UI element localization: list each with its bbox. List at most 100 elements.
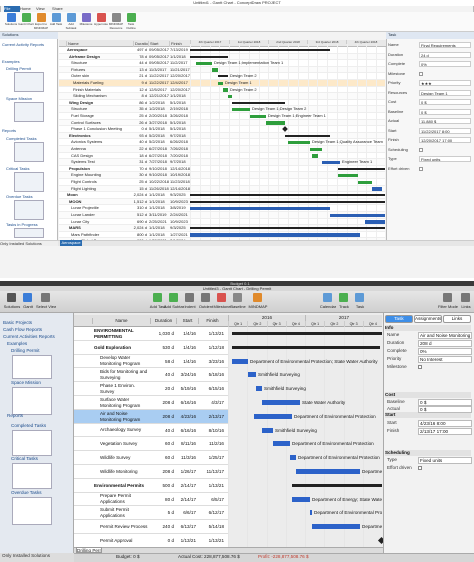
- table-row[interactable]: [74, 382, 228, 396]
- tool-icon[interactable]: [355, 293, 364, 302]
- tree-item[interactable]: Cash Flow Reports: [3, 327, 43, 332]
- tool-icon[interactable]: [153, 293, 162, 302]
- gantt-bar[interactable]: [232, 358, 248, 364]
- table-row[interactable]: [59, 86, 385, 94]
- tree-item[interactable]: Basic Projects: [3, 320, 33, 325]
- tool-icon[interactable]: [67, 13, 76, 22]
- table-row[interactable]: [59, 119, 385, 127]
- tree-item[interactable]: Space Mission: [11, 380, 41, 385]
- table-row[interactable]: [59, 139, 385, 146]
- gantt-bar[interactable]: [223, 88, 228, 92]
- field-value[interactable]: ★★★: [419, 80, 471, 86]
- gantt-bar[interactable]: [196, 61, 212, 66]
- tool-icon[interactable]: [323, 293, 332, 302]
- tree-item[interactable]: Reports: [2, 128, 17, 133]
- tree-item[interactable]: Drilling Permit: [6, 66, 31, 71]
- tool-icon[interactable]: [461, 293, 470, 302]
- gantt-bar[interactable]: [190, 227, 385, 230]
- gantt-bar[interactable]: [218, 81, 223, 85]
- table-row[interactable]: [74, 368, 228, 383]
- table-row[interactable]: [59, 172, 385, 179]
- checkbox[interactable]: [419, 166, 423, 171]
- field-value[interactable]: 0%: [419, 61, 471, 67]
- gantt-bar[interactable]: [338, 173, 358, 178]
- gantt-bar[interactable]: [232, 107, 250, 112]
- tool-icon[interactable]: [217, 293, 226, 302]
- tree-item[interactable]: Critical Tasks: [6, 166, 30, 171]
- gantt-bar[interactable]: [256, 386, 262, 392]
- panel-tab[interactable]: Links: [443, 315, 471, 323]
- panel-tab[interactable]: Task: [385, 315, 413, 323]
- tree-item[interactable]: Tasks in Progress: [6, 222, 38, 227]
- tree-item[interactable]: Space Mission: [6, 96, 33, 101]
- gantt-bar[interactable]: [250, 114, 266, 118]
- gantt-bar[interactable]: [312, 524, 360, 530]
- gantt-bar[interactable]: [190, 55, 228, 58]
- tool-icon[interactable]: [22, 13, 31, 22]
- field-value[interactable]: 0 $: [418, 406, 472, 413]
- checkbox[interactable]: [418, 466, 422, 470]
- field-value[interactable]: 24 d: [419, 51, 471, 58]
- table-row[interactable]: [59, 66, 385, 74]
- tool-icon[interactable]: [169, 293, 178, 302]
- tree-item[interactable]: Critical Tasks: [11, 456, 38, 461]
- field-value[interactable]: Design Team 1: [419, 89, 471, 96]
- tool-icon[interactable]: [37, 13, 46, 22]
- table-row[interactable]: [59, 212, 385, 219]
- table-row[interactable]: [74, 506, 228, 521]
- table-row[interactable]: [59, 99, 385, 107]
- gantt-bar[interactable]: [273, 441, 290, 447]
- gantt-bar[interactable]: [312, 154, 318, 158]
- gantt-bar[interactable]: [285, 134, 330, 137]
- gantt-bar[interactable]: [292, 496, 310, 502]
- field-value[interactable]: Final Requirements: [419, 42, 471, 48]
- gantt-bar[interactable]: [190, 49, 330, 51]
- table-row[interactable]: [59, 152, 385, 160]
- gantt-bar[interactable]: [372, 187, 382, 191]
- gantt-bar[interactable]: [358, 180, 372, 184]
- table-row[interactable]: [74, 492, 228, 507]
- menu-item[interactable]: File: [4, 6, 20, 12]
- tool-icon[interactable]: [233, 293, 242, 302]
- tool-icon[interactable]: [185, 293, 194, 302]
- gantt-bar[interactable]: [190, 200, 385, 203]
- tool-icon[interactable]: [41, 293, 50, 302]
- gantt-bar[interactable]: [218, 75, 228, 78]
- menu-item[interactable]: Share: [52, 6, 63, 11]
- table-row[interactable]: [59, 132, 385, 140]
- table-row[interactable]: [74, 437, 228, 452]
- table-row[interactable]: [59, 113, 385, 120]
- gantt-bar[interactable]: [190, 233, 360, 237]
- table-row[interactable]: [74, 409, 228, 424]
- tree-item[interactable]: Overdue Tasks: [11, 490, 42, 495]
- field-value[interactable]: Air and Noise Monitoring Prog: [418, 332, 472, 339]
- gantt-bar[interactable]: [365, 220, 385, 224]
- tool-icon[interactable]: [253, 293, 262, 302]
- field-value[interactable]: 4/23/16 8:00: [418, 420, 472, 427]
- gantt-bar[interactable]: [292, 483, 382, 487]
- gantt-bar[interactable]: [232, 345, 380, 349]
- table-row[interactable]: [74, 520, 228, 534]
- menu-item[interactable]: View: [36, 6, 45, 11]
- table-row[interactable]: [59, 60, 385, 67]
- table-row[interactable]: [59, 165, 385, 173]
- tree-item[interactable]: Current Activity Reports: [2, 42, 45, 47]
- tree-item[interactable]: Drilling Permit: [11, 348, 40, 353]
- sheet-tab[interactable]: Aerospace: [60, 240, 82, 246]
- gantt-bar[interactable]: [330, 213, 385, 217]
- checkbox[interactable]: [419, 147, 423, 152]
- field-value[interactable]: No Interest: [418, 356, 472, 363]
- gantt-bar[interactable]: [310, 147, 322, 151]
- table-row[interactable]: [59, 126, 385, 133]
- gantt-bar[interactable]: [262, 427, 273, 433]
- field-value[interactable]: 0%: [418, 348, 472, 355]
- gantt-bar[interactable]: [190, 194, 385, 197]
- table-row[interactable]: [59, 106, 385, 113]
- table-row[interactable]: [59, 93, 385, 100]
- gantt-bar[interactable]: [288, 140, 310, 145]
- table-row[interactable]: [59, 218, 385, 226]
- gantt-bar[interactable]: [254, 413, 292, 419]
- field-value[interactable]: 0 $: [419, 108, 471, 115]
- checkbox[interactable]: [419, 71, 423, 76]
- tool-icon[interactable]: [52, 13, 61, 22]
